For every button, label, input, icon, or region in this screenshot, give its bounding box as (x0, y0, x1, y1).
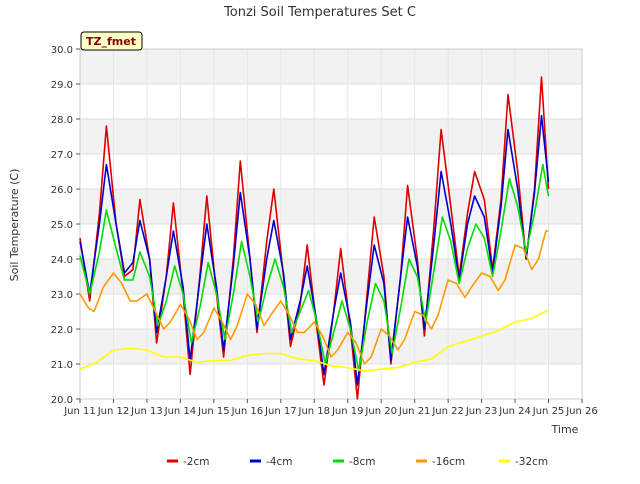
legend-label: -16cm (432, 456, 465, 468)
x-tick-label: Jun 26 (565, 406, 598, 417)
y-tick-label: 26.0 (51, 185, 73, 196)
x-tick-label: Jun 23 (465, 406, 498, 417)
x-tick-label: Jun 11 (63, 406, 96, 417)
x-axis-label: Time (551, 423, 579, 436)
series-line-32cmcm (79, 309, 549, 372)
background-band (80, 49, 582, 84)
y-tick-label: 20.0 (51, 395, 73, 406)
x-tick-label: Jun 25 (532, 406, 565, 417)
x-tick-label: Jun 13 (130, 406, 163, 417)
x-tick-label: Jun 22 (431, 406, 464, 417)
y-tick-label: 30.0 (51, 45, 73, 56)
series-line-16cmcm (79, 230, 549, 365)
site-badge: TZ_fmet (80, 31, 143, 51)
y-tick-label: 24.0 (51, 255, 73, 266)
legend: -2cm -4cm -8cm -16cm -32cm (167, 456, 548, 468)
x-tick-label: Jun 14 (164, 406, 197, 417)
x-tick-label: Jun 15 (197, 406, 230, 417)
legend-label: -8cm (349, 456, 375, 468)
background-band (80, 119, 582, 154)
x-tick-label: Jun 16 (231, 406, 264, 417)
legend-label: -32cm (515, 456, 548, 468)
x-tick-label: Jun 21 (398, 406, 431, 417)
y-tick-label: 28.0 (51, 115, 73, 126)
x-tick-label: Jun 18 (298, 406, 331, 417)
legend-label: -2cm (183, 456, 209, 468)
y-tick-label: 29.0 (51, 80, 73, 91)
x-tick-label: Jun 24 (498, 406, 531, 417)
x-tick-label: Jun 17 (264, 406, 297, 417)
y-tick-label: 22.0 (51, 325, 73, 336)
x-tick-label: Jun 12 (97, 406, 130, 417)
x-tick-label: Jun 19 (331, 406, 364, 417)
y-axis-label: Soil Temperature (C) (8, 169, 21, 282)
x-tick-label: Jun 20 (364, 406, 397, 417)
y-tick-label: 27.0 (51, 150, 73, 161)
y-tick-label: 21.0 (51, 360, 73, 371)
series-line-8cmcm (79, 163, 550, 372)
y-tick-label: 23.0 (51, 290, 73, 301)
chart-title: Tonzi Soil Temperatures Set C (223, 5, 416, 20)
y-tick-label: 25.0 (51, 220, 73, 231)
badge-label: TZ_fmet (86, 35, 136, 48)
legend-label: -4cm (266, 456, 292, 468)
